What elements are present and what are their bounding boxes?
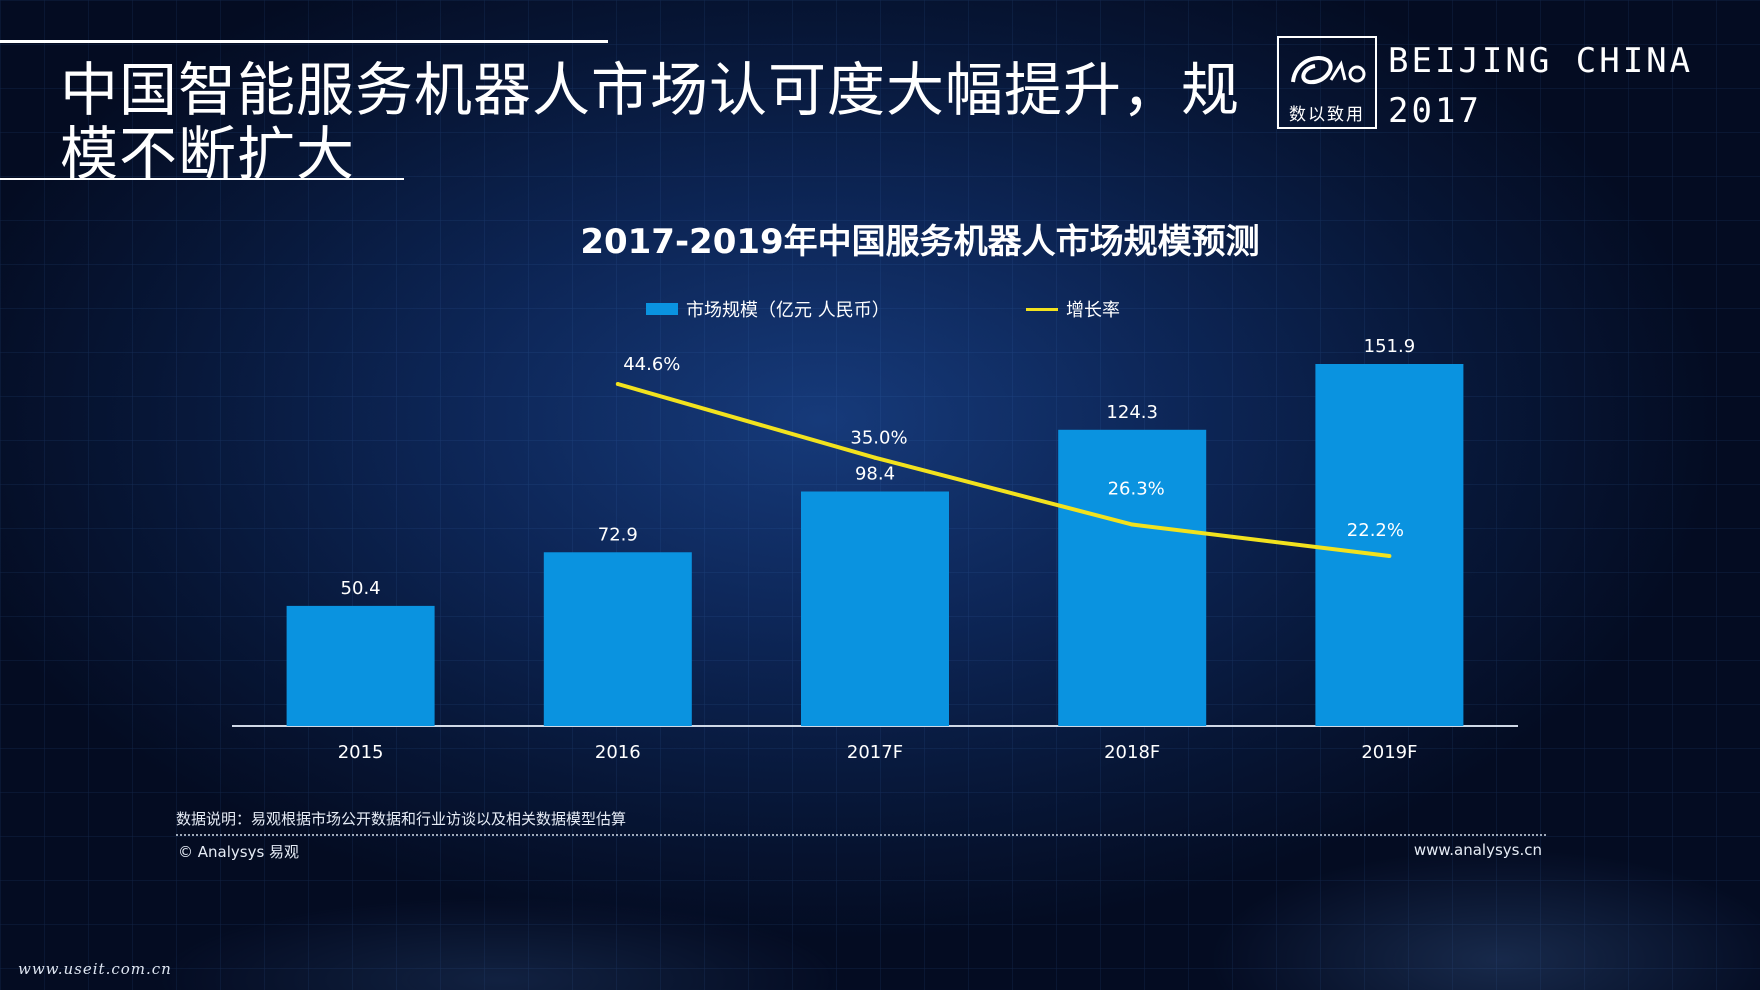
legend-line-label: 增长率 (1066, 300, 1120, 321)
growth-rate-label: 35.0% (850, 428, 907, 449)
page-title: 中国智能服务机器人市场认可度大幅提升，规模不断扩大 (60, 56, 1241, 188)
event-year: 2017 (1388, 91, 1482, 131)
growth-rate-label: 26.3% (1108, 479, 1165, 500)
bar-2017F (801, 491, 949, 726)
legend-line: 增长率 (1026, 296, 1120, 322)
bar-value-label: 98.4 (855, 463, 895, 484)
bar-value-label: 151.9 (1364, 336, 1416, 357)
bar-value-label: 72.9 (598, 524, 638, 545)
growth-rate-line (617, 382, 1390, 558)
legend-bar-swatch (646, 303, 678, 315)
growth-point-2017F (873, 455, 877, 460)
bar-2016 (543, 552, 692, 726)
watermark: www.useit.com.cn (18, 960, 172, 978)
x-tick-label: 2019F (1361, 742, 1417, 763)
footer-divider (176, 834, 1546, 836)
title-bottom-line (0, 178, 404, 180)
bar-2019F (1315, 364, 1464, 726)
chart-title: 2017-2019年中国服务机器人市场规模预测 (580, 222, 1260, 262)
x-tick-label: 2015 (338, 742, 384, 763)
bar-value-label: 50.4 (341, 578, 381, 599)
logo-text: 数以致用 (1289, 105, 1365, 125)
x-tick-label: 2016 (595, 742, 641, 763)
bar-value-label: 124.3 (1106, 402, 1158, 423)
growth-rate-label: 22.2% (1347, 520, 1404, 541)
source-url: www.analysys.cn (1413, 841, 1542, 859)
growth-point-2016 (615, 382, 620, 386)
copyright: © Analysys 易观 (178, 843, 300, 861)
event-label: BEIJING CHINA 2017 (1388, 36, 1693, 136)
logo-mark-icon (1291, 56, 1366, 85)
legend-line-swatch (1026, 307, 1058, 311)
x-tick-label: 2017F (847, 742, 903, 763)
title-top-line (0, 40, 608, 43)
growth-rate-label: 44.6% (623, 354, 680, 375)
growth-point-2019F (1387, 554, 1392, 558)
legend-bar-label: 市场规模（亿元 人民币） (686, 300, 890, 321)
growth-point-2018F (1130, 522, 1135, 527)
x-tick-label: 2018F (1104, 742, 1160, 763)
event-location: BEIJING CHINA (1388, 41, 1694, 81)
logo: 数以致用 (1277, 36, 1377, 129)
data-note: 数据说明：易观根据市场公开数据和行业访谈以及相关数据模型估算 (176, 810, 627, 828)
bar-2018F (1058, 429, 1207, 726)
legend-bar: 市场规模（亿元 人民币） (646, 296, 890, 322)
bar-2015 (286, 605, 435, 726)
